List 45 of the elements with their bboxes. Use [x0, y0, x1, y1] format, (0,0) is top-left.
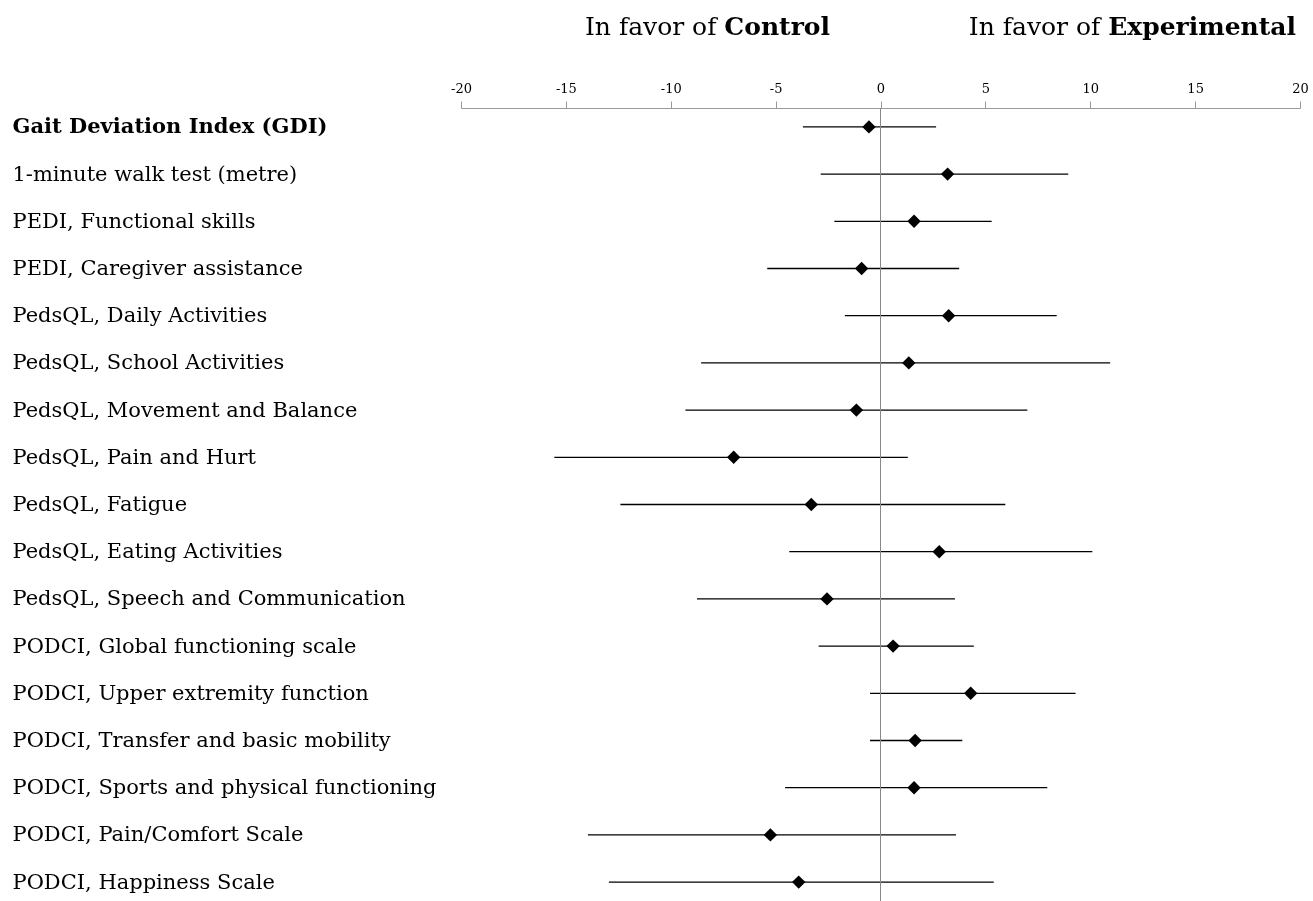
text: In favor of Experimental	[968, 12, 1296, 41]
point	[854, 261, 869, 276]
x-tick-label: 10	[1082, 80, 1100, 96]
y-tick-label: PedsQL, Movement and Balance	[12, 397, 358, 422]
y-tick-label: 1-minute walk test (metre)	[12, 161, 298, 186]
y-tick-label: PedsQL, Pain and Hurt	[12, 444, 257, 469]
point	[932, 544, 946, 559]
point	[791, 875, 806, 889]
x-tick-label: -15	[555, 80, 577, 96]
y-tick-label: PODCI, Transfer and basic mobility	[12, 728, 391, 753]
point	[886, 639, 900, 653]
point	[940, 167, 955, 181]
point	[963, 686, 978, 701]
y-tick-label: PedsQL, School Activities	[12, 350, 285, 375]
y-tick-label: Gait Deviation Index (GDI)	[12, 113, 328, 139]
point	[941, 308, 956, 323]
x-tick-label: -5	[769, 80, 783, 96]
point	[862, 120, 876, 134]
point	[804, 497, 818, 512]
point	[908, 733, 922, 748]
text: In favor of Control	[584, 12, 830, 41]
point	[907, 781, 921, 795]
y-tick-label: PedsQL, Daily Activities	[12, 303, 268, 328]
point	[902, 356, 916, 370]
point	[726, 450, 741, 465]
x-tick-label: 5	[981, 80, 991, 96]
y-tick-label: PEDI, Functional skills	[12, 208, 256, 233]
y-tick-label: PedsQL, Eating Activities	[12, 539, 283, 564]
x-tick-label: 20	[1292, 80, 1309, 96]
y-tick-label: PEDI, Caregiver assistance	[12, 255, 303, 280]
y-tick-label: PODCI, Global functioning scale	[12, 633, 357, 658]
point	[763, 828, 778, 842]
y-tick-label: PODCI, Happiness Scale	[12, 869, 275, 894]
y-tick-label: PODCI, Sports and physical functioning	[12, 775, 437, 800]
x-tick-label: -20	[451, 80, 472, 96]
y-tick-label: PedsQL, Fatigue	[12, 492, 188, 516]
x-tick-label: 0	[876, 80, 886, 96]
x-tick-label: -10	[660, 80, 682, 96]
y-tick-label: PedsQL, Speech and Communication	[12, 586, 406, 611]
y-tick-label: PODCI, Upper extremity function	[12, 680, 369, 705]
x-tick-label: 15	[1187, 80, 1204, 96]
point	[849, 403, 864, 417]
y-tick-label: PODCI, Pain/Comfort Scale	[12, 822, 304, 847]
point	[907, 214, 921, 228]
point	[820, 592, 834, 606]
